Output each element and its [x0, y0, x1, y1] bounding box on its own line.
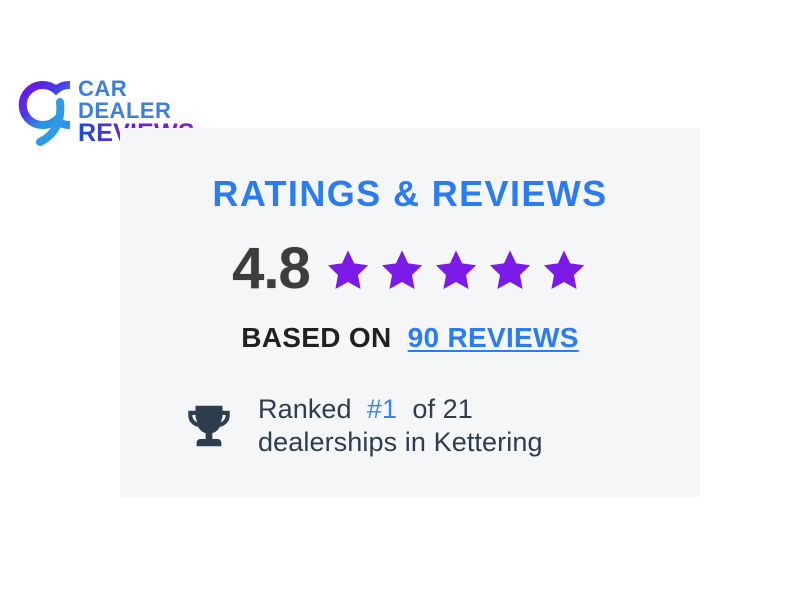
ranking-number: #1: [366, 394, 398, 424]
logo-line-dealer: DEALER: [78, 97, 172, 123]
ranking-location: dealerships in Kettering: [258, 426, 543, 457]
ranking-suffix: of 21: [412, 394, 473, 424]
swirl-nine-icon: [12, 76, 94, 148]
ranking-prefix: Ranked: [258, 394, 352, 424]
reviews-count-link[interactable]: 90 REVIEWS: [407, 322, 579, 353]
card-inner: RATINGS & REVIEWS 4.8: [120, 128, 700, 497]
ranking-row: Ranked #1 of 21 dealerships in Kettering: [182, 393, 543, 459]
page-title: RATINGS & REVIEWS: [212, 173, 608, 214]
trophy-icon: [182, 399, 236, 453]
logo-line-car: CAR: [78, 76, 128, 102]
based-on-row: BASED ON 90 REVIEWS: [120, 322, 700, 354]
star-icon: [432, 246, 480, 294]
ranking-text: Ranked #1 of 21 dealerships in Kettering: [258, 393, 543, 459]
star-icon: [378, 246, 426, 294]
based-on-label: BASED ON: [241, 322, 392, 353]
star-icon: [324, 246, 372, 294]
rating-score: 4.8: [232, 236, 311, 301]
score-row: 4.8: [120, 240, 700, 298]
ratings-reviews-card: RATINGS & REVIEWS 4.8: [120, 128, 700, 497]
star-icon: [486, 246, 534, 294]
star-rating: [324, 246, 588, 294]
star-icon: [540, 246, 588, 294]
